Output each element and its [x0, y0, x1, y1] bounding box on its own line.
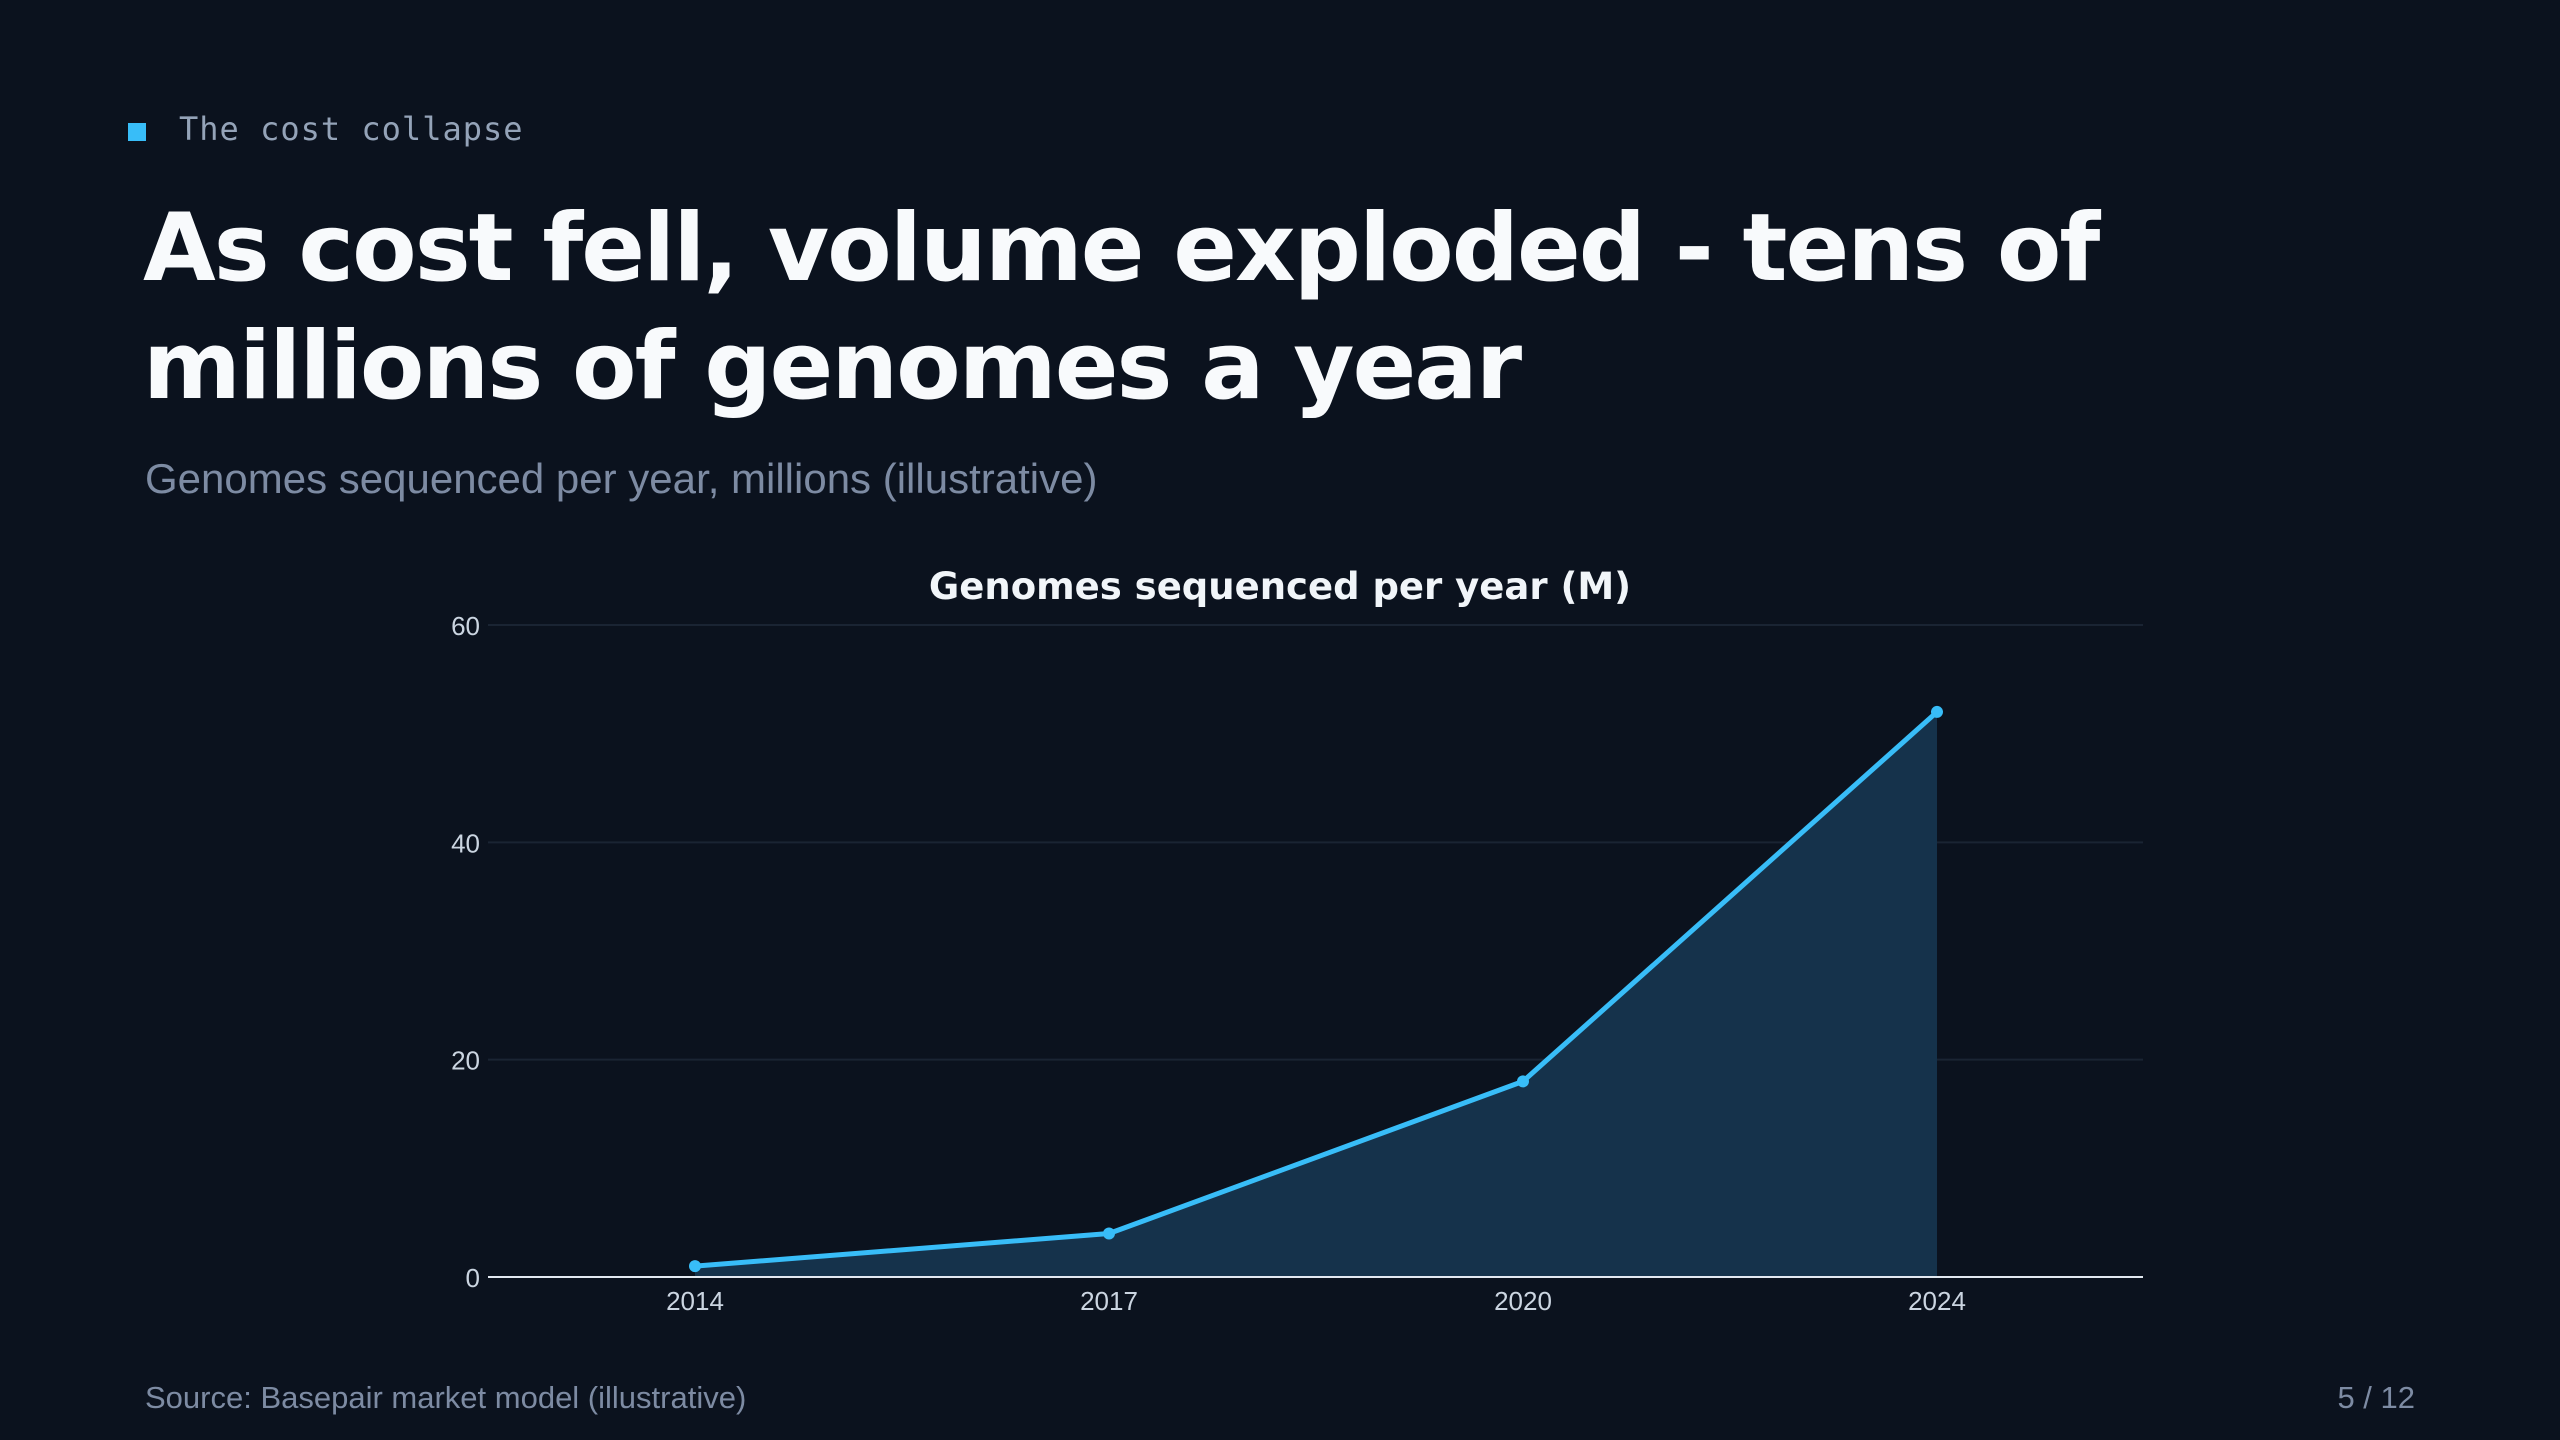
y-tick-label: 0 — [466, 1263, 480, 1293]
slide-title: As cost fell, volume exploded - tens of … — [143, 194, 2100, 421]
x-tick-label: 2024 — [1908, 1286, 1966, 1316]
kicker-square-icon — [128, 123, 146, 141]
x-tick-label: 2017 — [1080, 1286, 1138, 1316]
y-tick-label: 20 — [451, 1046, 480, 1076]
x-tick-label: 2014 — [666, 1286, 724, 1316]
source-note: Source: Basepair market model (illustrat… — [145, 1380, 747, 1415]
y-tick-label: 60 — [451, 611, 480, 641]
kicker-label: The cost collapse — [179, 110, 524, 148]
area-fill — [695, 711, 1937, 1277]
data-point-2017 — [1103, 1227, 1115, 1240]
page-number: 5 / 12 — [2337, 1380, 2415, 1415]
series-line — [694, 710, 1939, 1269]
x-tick-label: 2020 — [1494, 1286, 1552, 1316]
data-point-2020 — [1517, 1075, 1529, 1088]
chart-title: Genomes sequenced per year (M) — [928, 565, 1632, 608]
data-point-2014 — [689, 1260, 701, 1273]
data-point-2024 — [1931, 705, 1943, 718]
slide-subtitle: Genomes sequenced per year, millions (il… — [145, 455, 1098, 502]
section-kicker: The cost collapse — [128, 110, 524, 148]
y-tick-label: 40 — [451, 828, 480, 858]
